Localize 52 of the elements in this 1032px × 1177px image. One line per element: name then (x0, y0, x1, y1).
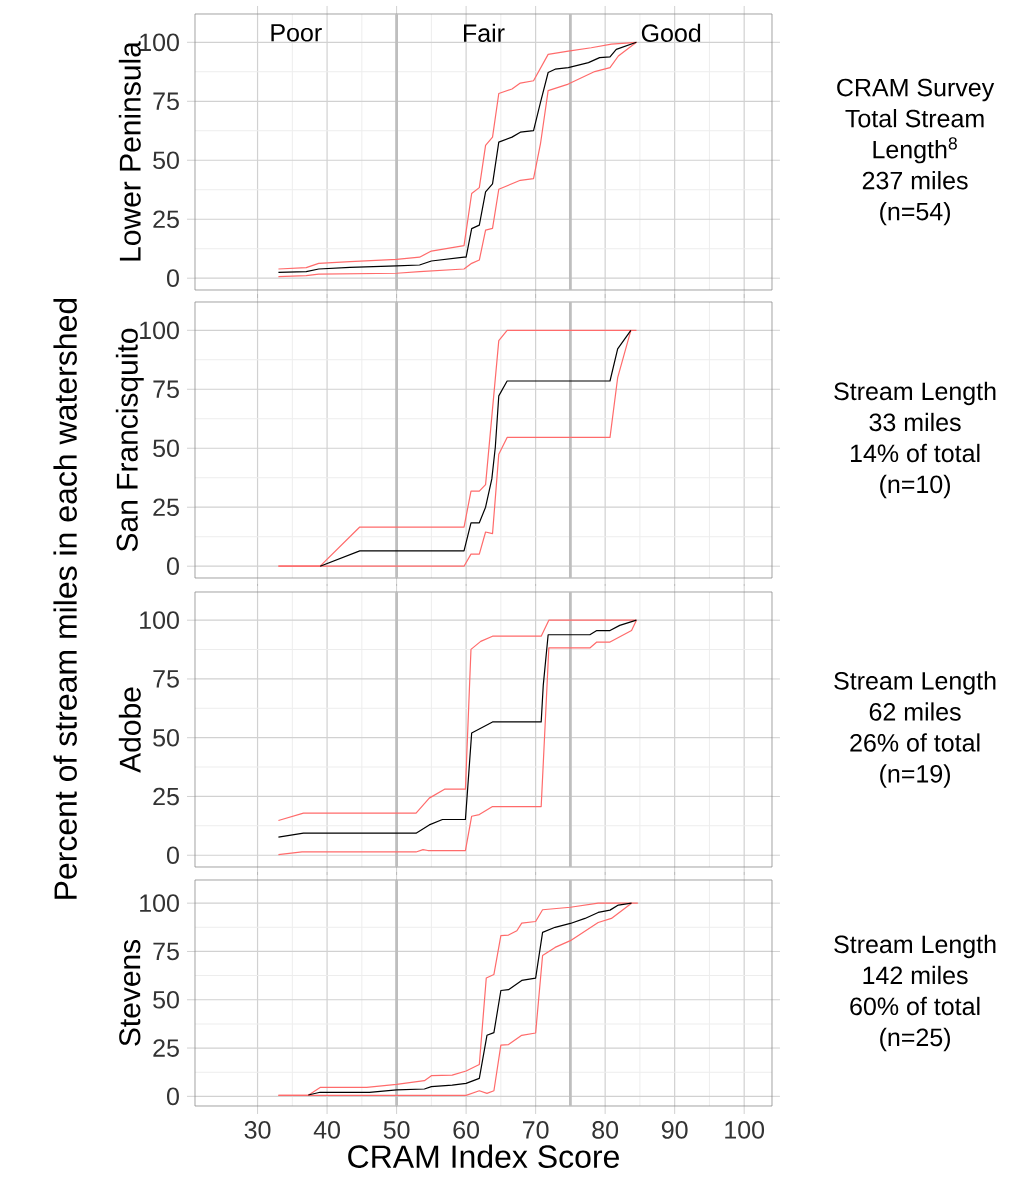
x-tick-label: 30 (244, 1121, 271, 1139)
y-tick-label: 50 (153, 728, 179, 747)
text: 33 miles (869, 412, 961, 432)
text: CRAM Survey (837, 78, 995, 102)
text: 60% of total (850, 996, 980, 1016)
text: (n=10) (880, 474, 950, 499)
text: 14% of total (850, 443, 980, 463)
annotation: Good (641, 23, 701, 43)
x-tick-label: 70 (523, 1121, 549, 1139)
y-axis-title: Percent of stream miles in each watershed (53, 298, 77, 899)
text: 62 miles (869, 702, 961, 721)
text: Total Stream (845, 109, 984, 128)
text: Stream Length (834, 934, 996, 959)
text: Lower Peninsula (118, 41, 141, 261)
text: 237 miles (862, 171, 968, 190)
text: 26% of total (850, 733, 980, 752)
y-tick-label: 75 (153, 92, 179, 111)
x-tick-label: 60 (453, 1121, 480, 1139)
x-axis-title: CRAM Index Score (348, 1144, 619, 1168)
text: Length$^{8}$ (873, 137, 957, 164)
x-tick-label: 100 (725, 1121, 765, 1139)
x-tick-label: 40 (313, 1121, 340, 1139)
y-tick-label: 50 (153, 439, 179, 458)
y-tick-label: 25 (153, 1039, 179, 1057)
text: 142 miles (863, 965, 968, 985)
y-tick-label: 0 (167, 1087, 179, 1106)
annotation: Fair (464, 23, 505, 43)
y-tick-label: 75 (153, 670, 179, 688)
x-tick-label: 50 (383, 1121, 410, 1139)
text: (n=54) (880, 202, 950, 226)
y-tick-label: 50 (153, 990, 179, 1009)
y-tick-label: 25 (153, 498, 179, 517)
y-tick-label: 75 (153, 942, 179, 961)
y-tick-label: 25 (153, 210, 179, 229)
y-tick-label: 75 (153, 380, 179, 398)
y-tick-label: 100 (140, 894, 179, 913)
y-tick-label: 0 (167, 557, 179, 576)
y-tick-label: 0 (167, 846, 179, 865)
text: Stream Length (834, 381, 996, 406)
y-tick-label: 0 (167, 269, 179, 288)
text: Stevens (119, 939, 141, 1046)
annotation: Poor (271, 24, 322, 42)
text: (n=25) (880, 1027, 950, 1052)
y-tick-label: 100 (140, 33, 179, 52)
text: (n=19) (880, 764, 950, 788)
y-tick-label: 50 (153, 151, 179, 170)
x-tick-label: 90 (661, 1121, 688, 1139)
text: Adobe (118, 687, 141, 773)
x-tick-label: 80 (592, 1121, 619, 1139)
text: Stream Length (834, 671, 996, 695)
y-tick-label: 100 (140, 611, 179, 630)
y-tick-label: 25 (153, 787, 179, 806)
